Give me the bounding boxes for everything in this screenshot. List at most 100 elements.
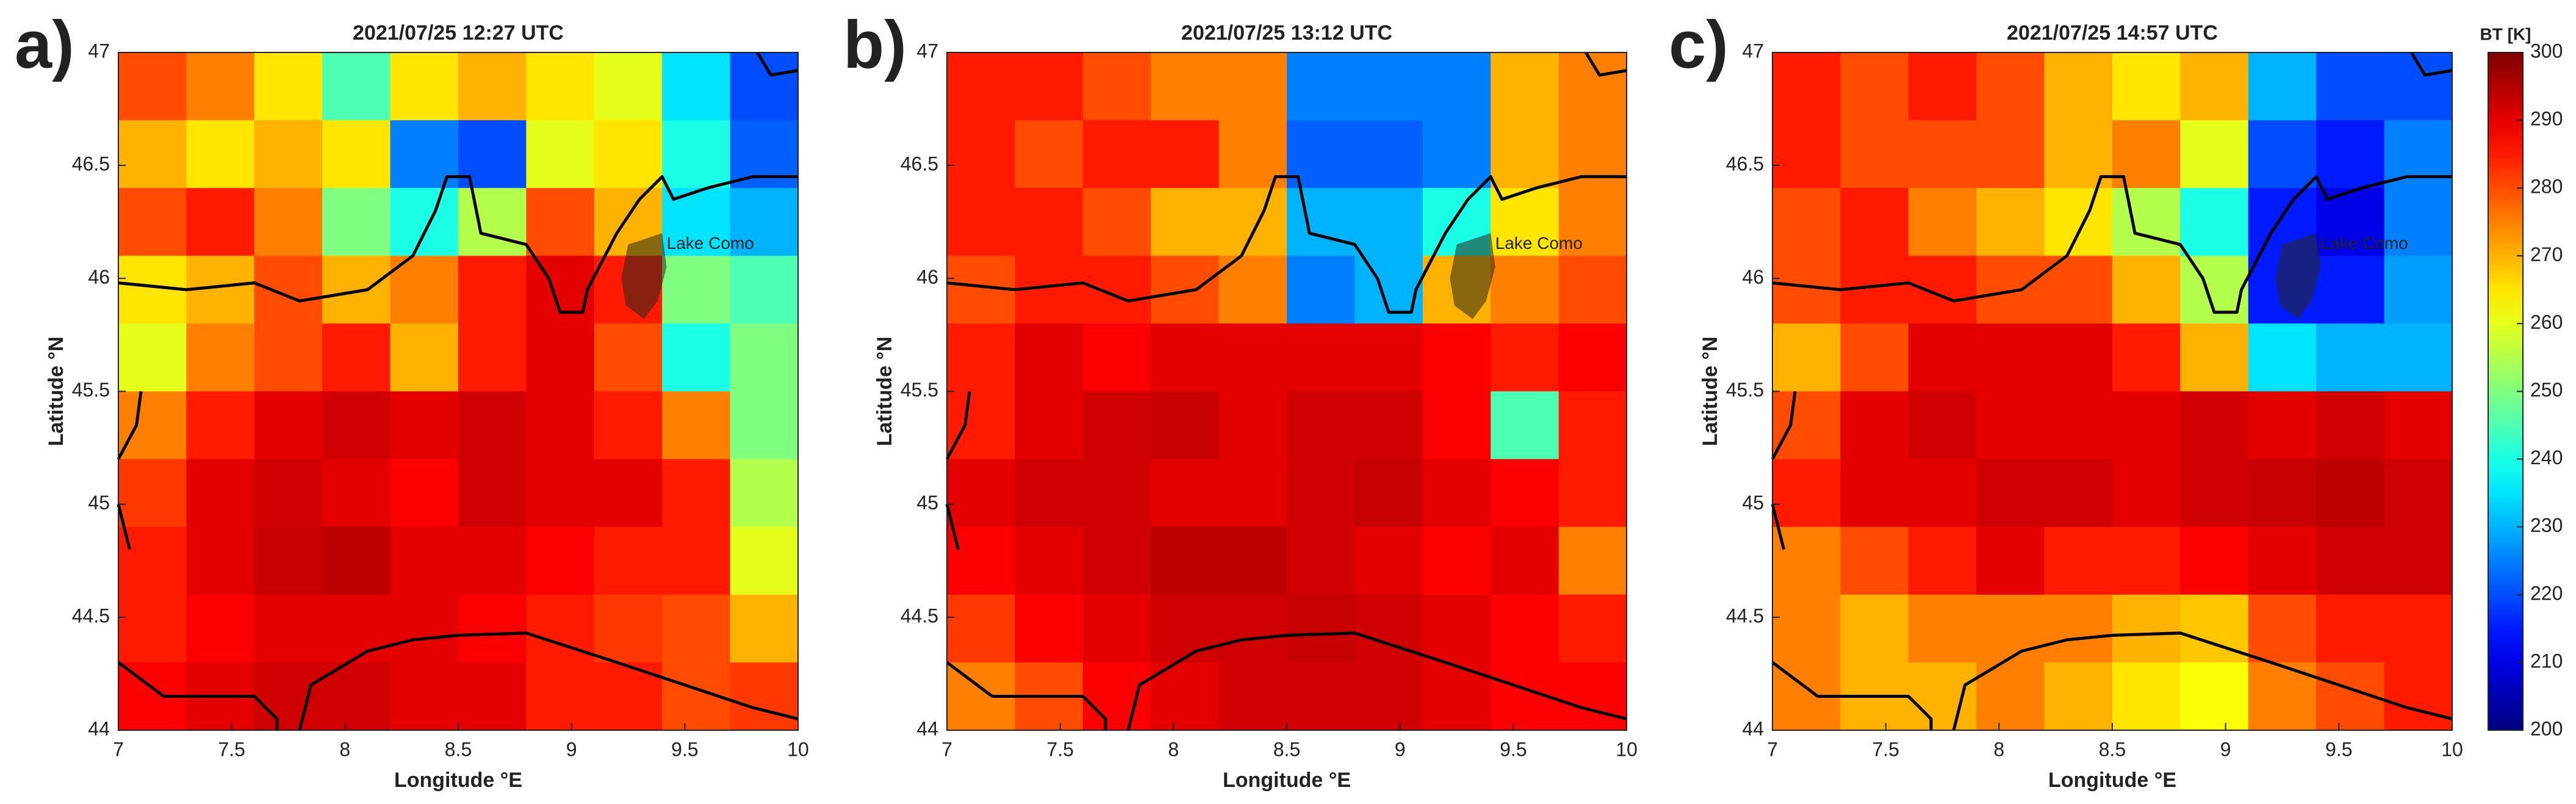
- heat-cell: [1422, 526, 1491, 595]
- heat-cell: [1082, 526, 1151, 595]
- heat-cell: [2316, 594, 2385, 663]
- heat-cell: [390, 526, 459, 595]
- heat-cell: [1908, 52, 1977, 121]
- x-tick-label: 7.5: [1046, 738, 1073, 760]
- heat-cell: [1558, 594, 1627, 663]
- heat-cell: [2384, 594, 2453, 663]
- y-tick-label: 44.5: [72, 605, 110, 626]
- heat-cell: [1151, 526, 1220, 595]
- heat-cell: [1491, 594, 1560, 663]
- heat-cell: [2316, 120, 2385, 188]
- heat-cell: [1422, 391, 1491, 460]
- heat-cell: [458, 459, 527, 528]
- heat-cell: [1015, 594, 1084, 663]
- x-tick-label: 7.5: [218, 738, 245, 760]
- y-tick-label: 44: [1742, 717, 1764, 739]
- heat-cell: [1151, 662, 1220, 731]
- x-tick-label: 9: [2220, 738, 2231, 760]
- heat-cell: [1287, 526, 1356, 595]
- heat-cell: [730, 526, 799, 595]
- heat-cell: [2044, 662, 2113, 731]
- heat-cell: [1015, 526, 1084, 595]
- heat-cell: [186, 52, 255, 121]
- heat-cell: [322, 188, 391, 257]
- heat-cell: [118, 594, 187, 663]
- y-tick-label: 47: [1742, 40, 1764, 62]
- heat-cell: [1772, 120, 1841, 188]
- y-tick-label: 44.5: [901, 605, 938, 626]
- heat-cell: [2316, 323, 2385, 392]
- heat-cell: [1772, 52, 1841, 121]
- heat-cell: [2384, 323, 2453, 392]
- heat-cell: [1976, 256, 2045, 325]
- heat-cell: [1491, 120, 1560, 188]
- heat-cell: [2384, 256, 2453, 325]
- heat-cell: [1082, 188, 1151, 257]
- heat-cell: [1218, 188, 1287, 257]
- y-tick-label: 46: [88, 266, 110, 288]
- heat-cell: [1422, 52, 1491, 121]
- heat-cell: [2112, 662, 2181, 731]
- heat-cell: [947, 459, 1016, 528]
- heat-cell: [1976, 323, 2045, 392]
- heat-cell: [1151, 52, 1220, 121]
- heat-cell: [947, 188, 1016, 257]
- heat-cell: [1908, 459, 1977, 528]
- heat-cell: [1908, 526, 1977, 595]
- heat-cell: [1422, 594, 1491, 663]
- heat-cell: [2112, 594, 2181, 663]
- heat-cell: [526, 459, 595, 528]
- heat-cell: [1908, 391, 1977, 460]
- x-tick-label: 8.5: [445, 738, 472, 760]
- heat-cell: [1218, 52, 1287, 121]
- heat-cell: [526, 256, 595, 325]
- heat-cell: [1355, 459, 1423, 528]
- heat-cell: [526, 323, 595, 392]
- heat-cell: [1422, 120, 1491, 188]
- y-tick-label: 44.5: [1726, 605, 1764, 626]
- heat-cell: [1908, 188, 1977, 257]
- heat-cell: [947, 594, 1016, 663]
- heat-cell: [662, 256, 731, 325]
- heat-cell: [2248, 52, 2317, 121]
- heat-cell: [662, 52, 731, 121]
- heat-cell: [2316, 256, 2385, 325]
- heat-cell: [2180, 391, 2249, 460]
- y-tick-label: 47: [88, 40, 110, 62]
- heat-cell: [1355, 120, 1423, 188]
- heat-cell: [1287, 662, 1356, 731]
- heat-cell: [390, 120, 459, 188]
- heat-cell: [1355, 52, 1423, 121]
- x-tick-label: 8.5: [2099, 738, 2126, 760]
- heat-cell: [1491, 52, 1560, 121]
- x-tick-label: 8.5: [1273, 738, 1300, 760]
- heat-cell: [1840, 52, 1909, 121]
- heat-cell: [118, 52, 187, 121]
- heat-cell: [1558, 459, 1627, 528]
- heat-cell: [2180, 526, 2249, 595]
- x-tick-label: 9: [566, 738, 577, 760]
- colorbar-tick-label: 290: [2530, 108, 2563, 130]
- colorbar-tick-label: 220: [2530, 582, 2563, 604]
- heat-cell: [254, 391, 323, 460]
- heat-cell: [1772, 594, 1841, 663]
- heat-cell: [1908, 662, 1977, 731]
- heat-cell: [1558, 526, 1627, 595]
- x-tick-label: 8: [1168, 738, 1179, 760]
- annotation: Lake Como: [2321, 234, 2408, 253]
- heat-cell: [730, 662, 799, 731]
- heat-cell: [118, 526, 187, 595]
- heat-cell: [594, 459, 663, 528]
- heat-cell: [2384, 459, 2453, 528]
- heat-cell: [1287, 594, 1356, 663]
- heat-cell: [1772, 323, 1841, 392]
- heat-cell: [730, 594, 799, 663]
- heat-cell: [1287, 323, 1356, 392]
- heat-cell: [2044, 120, 2113, 188]
- y-tick-label: 45.5: [1726, 379, 1764, 401]
- heat-cell: [254, 459, 323, 528]
- heat-cell: [1151, 391, 1220, 460]
- heat-cell: [1976, 662, 2045, 731]
- heat-cell: [662, 391, 731, 460]
